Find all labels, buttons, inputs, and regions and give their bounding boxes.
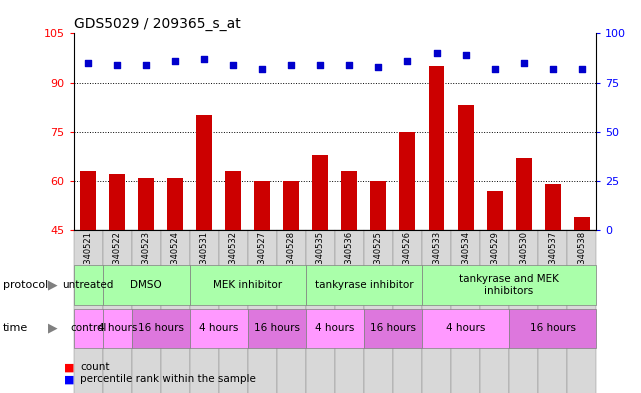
Point <box>257 66 267 72</box>
Text: ■: ■ <box>64 374 74 384</box>
Bar <box>451 230 480 393</box>
Point <box>141 62 151 68</box>
Text: percentile rank within the sample: percentile rank within the sample <box>80 374 256 384</box>
Text: time: time <box>3 323 28 333</box>
Bar <box>277 230 306 393</box>
Bar <box>458 105 474 230</box>
Bar <box>364 230 393 393</box>
Text: count: count <box>80 362 110 373</box>
Bar <box>487 191 503 230</box>
Text: tankyrase inhibitor: tankyrase inhibitor <box>315 280 413 290</box>
Bar <box>370 181 387 230</box>
Point <box>287 62 297 68</box>
Bar <box>80 171 96 230</box>
Bar <box>342 171 358 230</box>
Point <box>228 62 238 68</box>
Bar <box>103 230 132 393</box>
Bar <box>515 158 531 230</box>
Bar <box>312 154 328 230</box>
Bar <box>138 178 154 230</box>
Bar <box>109 174 125 230</box>
Point <box>373 64 383 70</box>
Text: 4 hours: 4 hours <box>97 323 137 333</box>
Bar <box>248 230 277 393</box>
Text: 4 hours: 4 hours <box>446 323 485 333</box>
Bar <box>254 181 271 230</box>
Bar <box>480 230 509 393</box>
Text: MEK inhibitor: MEK inhibitor <box>213 280 283 290</box>
Point <box>519 60 529 66</box>
Bar <box>283 181 299 230</box>
Point <box>490 66 500 72</box>
Bar <box>567 230 596 393</box>
Bar <box>167 178 183 230</box>
Bar <box>393 230 422 393</box>
Point <box>315 62 326 68</box>
Bar <box>132 230 161 393</box>
Bar <box>422 230 451 393</box>
Text: GDS5029 / 209365_s_at: GDS5029 / 209365_s_at <box>74 17 240 31</box>
Point <box>460 52 470 58</box>
Bar <box>509 230 538 393</box>
Text: tankyrase and MEK
inhibitors: tankyrase and MEK inhibitors <box>459 274 559 296</box>
Bar <box>429 66 444 230</box>
Point <box>576 66 587 72</box>
Bar <box>226 171 241 230</box>
Bar <box>219 230 248 393</box>
Text: protocol: protocol <box>3 280 49 290</box>
Text: DMSO: DMSO <box>130 280 162 290</box>
Text: control: control <box>70 323 106 333</box>
Bar <box>574 217 590 230</box>
Point <box>170 58 180 64</box>
Text: 4 hours: 4 hours <box>315 323 354 333</box>
Text: 16 hours: 16 hours <box>254 323 300 333</box>
Point <box>431 50 442 56</box>
Point <box>112 62 122 68</box>
Point <box>344 62 354 68</box>
Point <box>547 66 558 72</box>
Bar <box>545 184 561 230</box>
Text: 16 hours: 16 hours <box>370 323 416 333</box>
Point <box>403 58 413 64</box>
Bar <box>538 230 567 393</box>
Point <box>199 56 210 62</box>
Text: ■: ■ <box>64 362 74 373</box>
Bar <box>190 230 219 393</box>
Bar <box>74 230 103 393</box>
Text: ▶: ▶ <box>48 321 58 335</box>
Bar <box>161 230 190 393</box>
Text: 16 hours: 16 hours <box>138 323 184 333</box>
Bar <box>196 115 212 230</box>
Text: untreated: untreated <box>63 280 114 290</box>
Bar <box>399 132 415 230</box>
Bar <box>335 230 364 393</box>
Text: 4 hours: 4 hours <box>199 323 238 333</box>
Bar <box>306 230 335 393</box>
Text: ▶: ▶ <box>48 278 58 292</box>
Text: 16 hours: 16 hours <box>529 323 576 333</box>
Point <box>83 60 94 66</box>
